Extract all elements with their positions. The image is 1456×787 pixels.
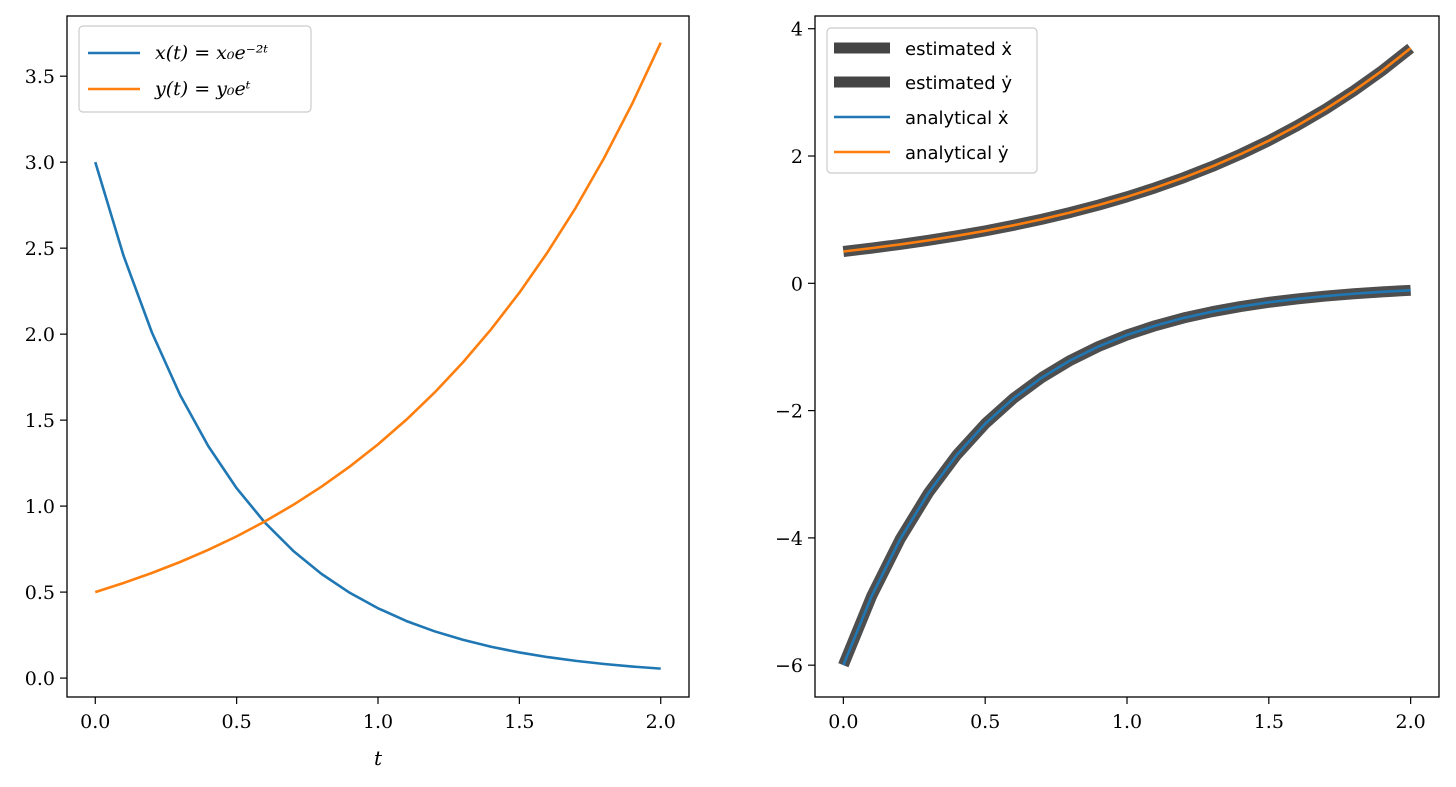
right-y-tick-label: −2 xyxy=(775,401,803,423)
left-chart-legend: x(t) = x₀e⁻²ᵗ y(t) = y₀eᵗ xyxy=(78,25,312,113)
right-x-tick-label: 0.5 xyxy=(970,711,1000,733)
right-x-tick-label: 2.0 xyxy=(1396,711,1426,733)
left-x-tick-label: 1.5 xyxy=(504,711,534,733)
left-chart-lines xyxy=(94,42,662,670)
right-legend-label-est-x: estimated ẋ xyxy=(905,39,1012,60)
left-x-tick-label: 0.5 xyxy=(222,711,252,733)
right-chart-line-series-3 xyxy=(843,47,1412,253)
left-y-tick-label: 3.5 xyxy=(25,66,55,88)
left-y-tick-label: 1.5 xyxy=(25,410,55,432)
left-x-tick-label: 0.0 xyxy=(80,711,110,733)
right-y-tick-label: 0 xyxy=(791,273,803,295)
right-chart-y-ticks: 4 2 0 −2 −4 −6 xyxy=(775,19,815,677)
right-chart-lines xyxy=(838,43,1415,668)
right-y-tick-label: 2 xyxy=(791,146,803,168)
left-y-tick-label: 0.5 xyxy=(25,582,55,604)
right-x-tick-label: 1.0 xyxy=(1112,711,1142,733)
right-chart-x-ticks: 0.0 0.5 1.0 1.5 2.0 xyxy=(828,697,1426,733)
left-legend-label-y: y(t) = y₀eᵗ xyxy=(154,78,251,100)
left-chart-y-ticks: 0.0 0.5 1.0 1.5 2.0 2.5 3.0 3.5 xyxy=(25,66,67,690)
right-x-tick-label: 0.0 xyxy=(828,711,858,733)
left-y-tick-label: 2.0 xyxy=(25,324,55,346)
left-chart: 0.0 0.5 1.0 1.5 2.0 0.0 0.5 1.0 1.5 2.0 2.5 3.0 3.5… xyxy=(25,15,690,770)
right-chart-legend: estimated ẋ estimated ẏ analytical ẋ ana… xyxy=(826,27,1038,174)
left-chart-x-ticks: 0.0 0.5 1.0 1.5 2.0 xyxy=(80,697,676,733)
right-chart-line-series-2 xyxy=(842,289,1411,666)
left-chart-legend-box xyxy=(78,25,312,113)
right-chart: 0.0 0.5 1.0 1.5 2.0 4 2 0 −2 −4 −6 estimated ẋ es… xyxy=(775,15,1440,733)
left-chart-line-series-0 xyxy=(94,161,661,670)
left-chart-x-axis-label: t xyxy=(374,746,383,770)
right-y-tick-label: −4 xyxy=(775,528,803,550)
left-x-tick-label: 2.0 xyxy=(646,711,676,733)
left-y-tick-label: 1.0 xyxy=(25,496,55,518)
right-legend-label-an-y: analytical ẏ xyxy=(905,143,1009,164)
right-y-tick-label: −6 xyxy=(775,655,803,677)
right-x-tick-label: 1.5 xyxy=(1254,711,1284,733)
left-legend-label-x: x(t) = x₀e⁻²ᵗ xyxy=(155,42,268,64)
right-chart-legend-box xyxy=(826,27,1038,174)
left-y-tick-label: 2.5 xyxy=(25,238,55,260)
left-x-tick-label: 1.0 xyxy=(363,711,393,733)
right-legend-label-an-x: analytical ẋ xyxy=(905,108,1009,129)
left-chart-line-series-1 xyxy=(94,42,662,594)
right-y-tick-label: 4 xyxy=(791,19,803,41)
right-legend-label-est-y: estimated ẏ xyxy=(905,73,1012,94)
left-y-tick-label: 3.0 xyxy=(25,152,55,174)
left-y-tick-label: 0.0 xyxy=(25,668,55,690)
